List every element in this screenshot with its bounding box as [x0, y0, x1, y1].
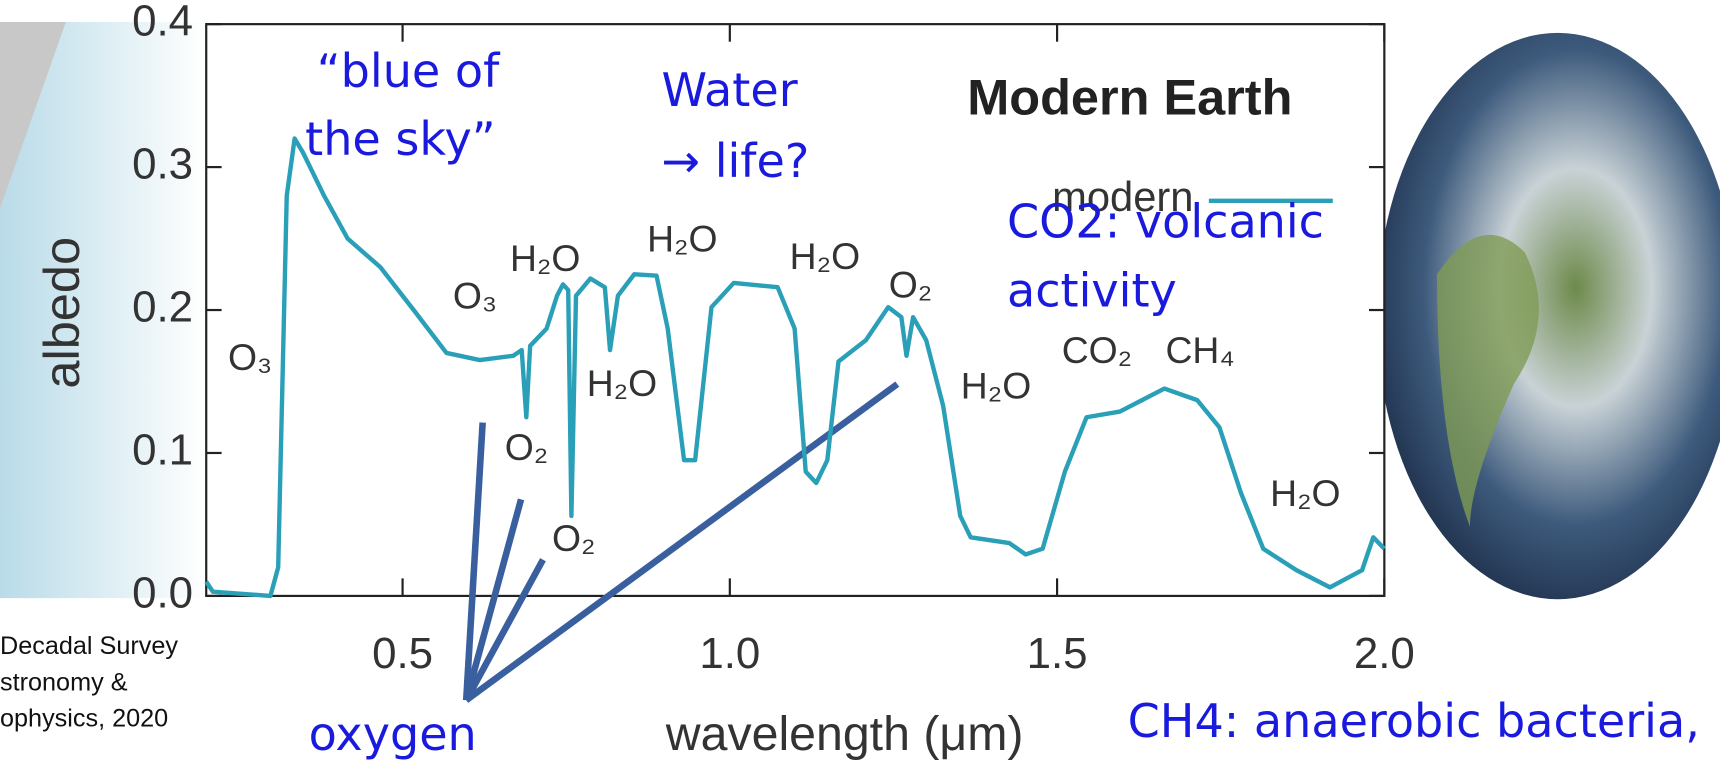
chart-title: Modern Earth	[967, 68, 1292, 125]
y-axis-label: albedo	[33, 237, 90, 389]
molecule-label: O₂	[889, 263, 932, 305]
earth-image	[1376, 33, 1720, 600]
x-tick-label: 2.0	[1354, 629, 1415, 678]
molecule-label: H₂O	[961, 364, 1031, 406]
annotation: the sky”	[305, 112, 495, 166]
y-tick-label: 0.3	[132, 140, 193, 189]
molecule-label: CO₂	[1062, 329, 1132, 371]
source-note: ophysics, 2020	[0, 705, 168, 733]
y-tick-label: 0.0	[132, 569, 193, 618]
legend-label: modern	[1052, 173, 1193, 220]
molecule-label: H₂O	[587, 362, 657, 404]
molecule-label: H₂O	[647, 217, 717, 259]
x-tick-label: 1.0	[699, 629, 760, 678]
molecule-label: O₂	[552, 517, 595, 559]
y-tick-label: 0.1	[132, 426, 193, 475]
data-line	[204, 136, 1386, 599]
background-shape	[0, 21, 66, 209]
plot-area	[205, 23, 1386, 598]
annotation: CH4: anaerobic bacteria,	[1128, 694, 1700, 748]
x-axis-label: wavelength (μm)	[665, 707, 1024, 761]
annotation: Water	[661, 63, 797, 117]
y-tick-label: 0.2	[132, 283, 193, 332]
molecule-label: O₃	[228, 336, 272, 378]
source-note: stronomy &	[0, 668, 128, 696]
x-tick-label: 0.5	[372, 629, 433, 678]
background-panel	[0, 21, 207, 599]
annotation: activity	[1007, 264, 1177, 318]
molecule-label: CH₄	[1166, 329, 1235, 371]
molecule-label: H₂O	[790, 235, 860, 277]
molecule-label: H₂O	[510, 237, 580, 279]
molecule-label: O₃	[453, 274, 497, 316]
source-note: Decadal Survey	[0, 632, 178, 660]
x-tick-label: 1.5	[1027, 629, 1088, 678]
annotation: → life?	[661, 134, 809, 188]
molecule-label: H₂O	[1270, 472, 1340, 514]
annotation: oxygen	[309, 707, 477, 761]
annotation: CO2: volcanic	[1007, 194, 1324, 248]
oxygen-pointers	[462, 381, 900, 703]
continent	[1436, 234, 1539, 527]
y-tick-label: 0.4	[132, 0, 193, 46]
molecule-label: O₂	[505, 426, 548, 468]
annotation: “blue of	[317, 44, 501, 98]
